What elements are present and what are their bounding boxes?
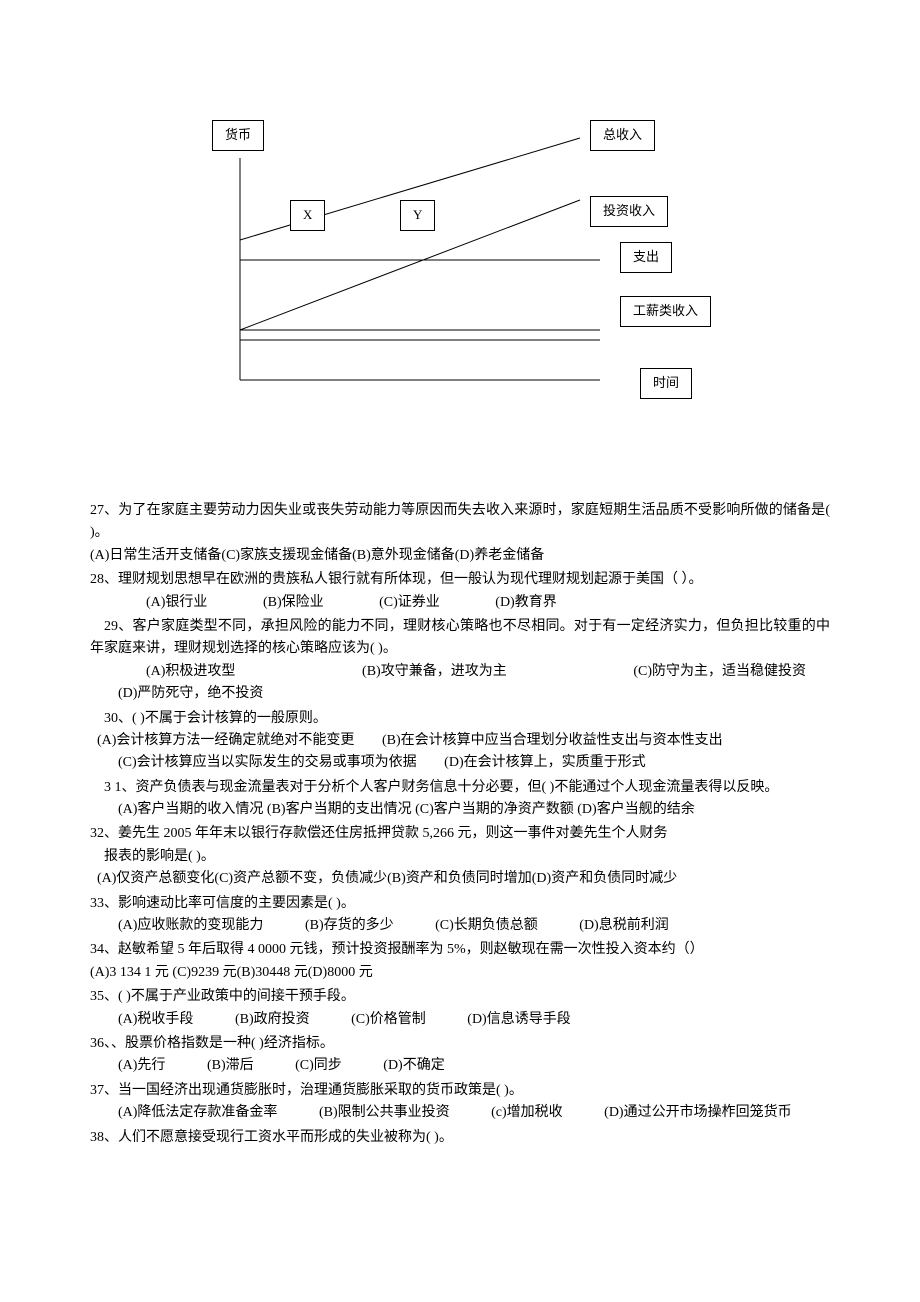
financial-chart: 货币 总收入 X Y 投资收入 支出 工薪类收入 时间 bbox=[190, 120, 750, 420]
box-expense: 支出 bbox=[620, 242, 672, 273]
q28-optD: (D)教育界 bbox=[467, 592, 556, 614]
q37-optC: (c)增加税收 bbox=[477, 1102, 563, 1124]
q32-text2: 报表的影响是( )。 bbox=[90, 846, 830, 868]
q30-text: 30、( )不属于会计核算的一般原则。 bbox=[90, 708, 830, 730]
q35-optB: (B)政府投资 bbox=[221, 1009, 310, 1031]
q36-optA: (A)先行 bbox=[104, 1055, 165, 1077]
q33-optA: (A)应收账款的变现能力 bbox=[104, 915, 263, 937]
q28-text: 28、理财规划思想早在欧洲的贵族私人银行就有所体现，但一般认为现代理财规划起源于… bbox=[90, 569, 830, 591]
question-33: 33、影响速动比率可信度的主要因素是( )。 (A)应收账款的变现能力 (B)存… bbox=[90, 893, 830, 938]
question-37: 37、当一国经济出现通货膨胀时，治理通货膨胀采取的货币政策是( )。 (A)降低… bbox=[90, 1080, 830, 1125]
q29-optB: (B)攻守兼备，进攻为主 bbox=[334, 661, 507, 683]
questions-block: 27、为了在家庭主要劳动力因失业或丧失劳动能力等原因而失去收入来源时，家庭短期生… bbox=[0, 500, 920, 1191]
q27-options: (A)日常生活开支储备(C)家族支援现金储备(B)意外现金储备(D)养老金储备 bbox=[90, 545, 830, 567]
q28-optA: (A)银行业 bbox=[118, 592, 207, 614]
q32-text: 32、姜先生 2005 年年末以银行存款偿还住房抵押贷款 5,266 元，则这一… bbox=[90, 823, 830, 845]
q35-options: (A)税收手段 (B)政府投资 (C)价格管制 (D)信息诱导手段 bbox=[90, 1009, 830, 1031]
box-total-income: 总收入 bbox=[590, 120, 655, 151]
q35-optC: (C)价格管制 bbox=[337, 1009, 426, 1031]
q30-optD: (D)在会计核算上，实质重于形式 bbox=[444, 755, 645, 770]
q32-options: (A)仅资产总额变化(C)资产总额不变，负债减少(B)资产和负债同时增加(D)资… bbox=[97, 868, 830, 890]
q34-options: (A)3 134 1 元 (C)9239 元(B)30448 元(D)8000 … bbox=[90, 962, 830, 984]
q37-optB: (B)限制公共事业投资 bbox=[305, 1102, 450, 1124]
q36-text: 36、、股票价格指数是一种( )经济指标。 bbox=[90, 1033, 830, 1055]
question-34: 34、赵敏希望 5 年后取得 4 0000 元钱，预计投资报酬率为 5%，则赵敏… bbox=[90, 939, 830, 984]
box-y: Y bbox=[400, 200, 435, 231]
q30-optB: (B)在会计核算中应当合理划分收益性支出与资本性支出 bbox=[382, 733, 723, 748]
question-36: 36、、股票价格指数是一种( )经济指标。 (A)先行 (B)滞后 (C)同步 … bbox=[90, 1033, 830, 1078]
q35-text: 35、( )不属于产业政策中的间接干预手段。 bbox=[90, 986, 830, 1008]
q29-optD: (D)严防死守，绝不投资 bbox=[90, 683, 263, 705]
q31-text: 3 1、资产负债表与现金流量表对于分析个人客户财务信息十分必要，但( )不能通过… bbox=[90, 777, 830, 799]
q38-text: 38、人们不愿意接受现行工资水平而形成的失业被称为( )。 bbox=[90, 1127, 830, 1149]
q28-options: (A)银行业 (B)保险业 (C)证券业 (D)教育界 bbox=[90, 592, 830, 614]
question-30: 30、( )不属于会计核算的一般原则。 (A)会计核算方法一经确定就绝对不能变更… bbox=[90, 708, 830, 775]
question-27: 27、为了在家庭主要劳动力因失业或丧失劳动能力等原因而失去收入来源时，家庭短期生… bbox=[90, 500, 830, 567]
q28-optC: (C)证券业 bbox=[351, 592, 440, 614]
question-32: 32、姜先生 2005 年年末以银行存款偿还住房抵押贷款 5,266 元，则这一… bbox=[90, 823, 830, 890]
question-35: 35、( )不属于产业政策中的间接干预手段。 (A)税收手段 (B)政府投资 (… bbox=[90, 986, 830, 1031]
q37-text: 37、当一国经济出现通货膨胀时，治理通货膨胀采取的货币政策是( )。 bbox=[90, 1080, 830, 1102]
q36-options: (A)先行 (B)滞后 (C)同步 (D)不确定 bbox=[90, 1055, 830, 1077]
q35-optA: (A)税收手段 bbox=[104, 1009, 193, 1031]
question-38: 38、人们不愿意接受现行工资水平而形成的失业被称为( )。 bbox=[90, 1127, 830, 1149]
q37-options: (A)降低法定存款准备金率 (B)限制公共事业投资 (c)增加税收 (D)通过公… bbox=[90, 1102, 830, 1124]
q35-optD: (D)信息诱导手段 bbox=[453, 1009, 570, 1031]
q33-optC: (C)长期负债总额 bbox=[421, 915, 538, 937]
q36-optC: (C)同步 bbox=[281, 1055, 342, 1077]
q29-options: (A)积极进攻型 (B)攻守兼备，进攻为主 (C)防守为主，适当稳健投资 (D)… bbox=[90, 661, 830, 706]
q30-options-line2: (C)会计核算应当以实际发生的交易或事项为依据 (D)在会计核算上，实质重于形式 bbox=[90, 752, 830, 774]
q33-text: 33、影响速动比率可信度的主要因素是( )。 bbox=[90, 893, 830, 915]
q31-options: (A)客户当期的收入情况 (B)客户当期的支出情况 (C)客户当期的净资产数额 … bbox=[90, 799, 830, 821]
q28-optB: (B)保险业 bbox=[235, 592, 324, 614]
q33-options: (A)应收账款的变现能力 (B)存货的多少 (C)长期负债总额 (D)息税前利润 bbox=[90, 915, 830, 937]
question-28: 28、理财规划思想早在欧洲的贵族私人银行就有所体现，但一般认为现代理财规划起源于… bbox=[90, 569, 830, 614]
q33-optD: (D)息税前利润 bbox=[565, 915, 668, 937]
q30-optC: (C)会计核算应当以实际发生的交易或事项为依据 bbox=[118, 755, 417, 770]
q36-optD: (D)不确定 bbox=[369, 1055, 444, 1077]
question-31: 3 1、资产负债表与现金流量表对于分析个人客户财务信息十分必要，但( )不能通过… bbox=[90, 777, 830, 822]
question-29: 29、客户家庭类型不同，承担风险的能力不同，理财核心策略也不尽相同。对于有一定经… bbox=[90, 616, 830, 706]
q30-optA: (A)会计核算方法一经确定就绝对不能变更 bbox=[97, 733, 354, 748]
box-salary-income: 工薪类收入 bbox=[620, 296, 711, 327]
q29-optC: (C)防守为主，适当稳健投资 bbox=[605, 661, 806, 683]
box-time: 时间 bbox=[640, 368, 692, 399]
q27-text: 27、为了在家庭主要劳动力因失业或丧失劳动能力等原因而失去收入来源时，家庭短期生… bbox=[90, 500, 830, 545]
q37-optD: (D)通过公开市场操柞回笼货币 bbox=[590, 1102, 791, 1124]
box-x: X bbox=[290, 200, 325, 231]
q29-text: 29、客户家庭类型不同，承担风险的能力不同，理财核心策略也不尽相同。对于有一定经… bbox=[90, 616, 830, 661]
box-currency: 货币 bbox=[212, 120, 264, 151]
q29-optA: (A)积极进攻型 bbox=[118, 661, 235, 683]
q30-options-line1: (A)会计核算方法一经确定就绝对不能变更 (B)在会计核算中应当合理划分收益性支… bbox=[90, 730, 830, 752]
q34-text: 34、赵敏希望 5 年后取得 4 0000 元钱，预计投资报酬率为 5%，则赵敏… bbox=[90, 939, 830, 961]
q33-optB: (B)存货的多少 bbox=[291, 915, 394, 937]
q37-optA: (A)降低法定存款准备金率 bbox=[104, 1102, 277, 1124]
q36-optB: (B)滞后 bbox=[193, 1055, 254, 1077]
box-investment-income: 投资收入 bbox=[590, 196, 668, 227]
